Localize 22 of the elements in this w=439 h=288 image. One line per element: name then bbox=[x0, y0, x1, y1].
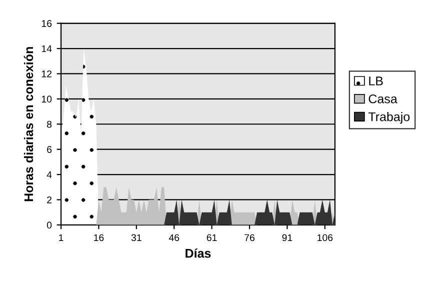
x-tick-label: 1 bbox=[59, 234, 64, 241]
y-tick-label: 2 bbox=[47, 196, 52, 204]
y-tick-label: 12 bbox=[42, 70, 52, 78]
x-tick-label: 46 bbox=[168, 234, 180, 242]
y-tick-label: 4 bbox=[46, 171, 52, 178]
x-axis-title: Días bbox=[186, 248, 211, 258]
x-tick-label: 31 bbox=[131, 234, 142, 242]
legend-label: Trabajo bbox=[368, 112, 410, 124]
y-axis-title: Horas diarias en conexión bbox=[24, 47, 34, 202]
y-tick-label: 10 bbox=[42, 96, 52, 103]
y-tick-label: 16 bbox=[42, 20, 52, 27]
y-tick-label: 8 bbox=[47, 120, 52, 128]
y-tick-label: 0 bbox=[46, 222, 52, 229]
x-tick-label: 76 bbox=[244, 234, 254, 242]
x-tick-label: 91 bbox=[282, 234, 292, 242]
y-tick-label: 14 bbox=[42, 45, 52, 52]
legend-label: LB bbox=[369, 76, 383, 86]
y-tick-label: 6 bbox=[47, 146, 52, 153]
x-tick-label: 16 bbox=[94, 234, 104, 242]
x-tick-label: 106 bbox=[318, 234, 333, 242]
x-tick-label: 61 bbox=[206, 234, 217, 242]
legend-label: Casa bbox=[368, 94, 398, 104]
